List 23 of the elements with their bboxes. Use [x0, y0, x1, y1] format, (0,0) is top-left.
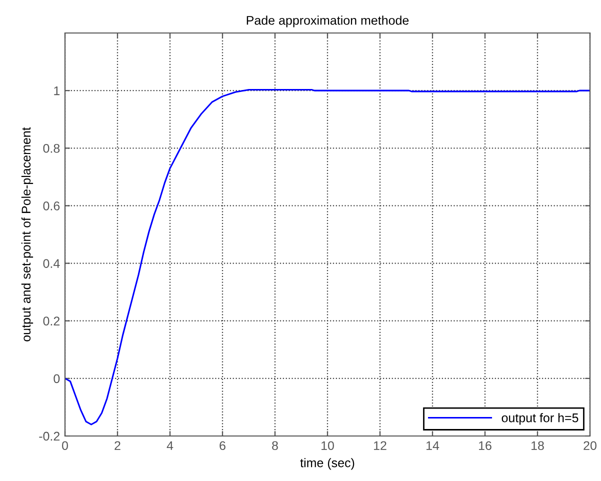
x-tick-label: 0: [62, 441, 68, 450]
y-tick-label: 0.8: [43, 144, 60, 153]
x-tick-label: 12: [374, 441, 386, 450]
x-tick-label: 8: [272, 441, 278, 450]
x-tick-label: 14: [426, 441, 440, 450]
x-tick-label: 16: [479, 441, 492, 450]
x-tick-label: 4: [166, 441, 174, 450]
x-axis-title: time (sec): [300, 458, 354, 470]
y-tick-label: 0.2: [43, 316, 60, 326]
y-axis-title: output and set-point of Pole-placement: [21, 127, 34, 342]
chart-title: Pade approximation methode: [246, 16, 409, 28]
y-tick-label: 0.6: [43, 202, 60, 210]
y-tick-label: -0.2: [39, 432, 60, 441]
x-tick-label: 6: [220, 441, 226, 450]
x-tick-label: 20: [584, 441, 596, 450]
y-tick-label: 0.4: [43, 259, 60, 268]
y-tick-label: 1: [54, 86, 60, 96]
legend-label: output for h=5: [502, 413, 578, 425]
x-tick-label: 18: [532, 441, 544, 450]
y-tick-label: 0: [54, 374, 60, 384]
line-series: [65, 88, 590, 426]
x-tick-label: 10: [322, 441, 334, 450]
x-tick-label: 2: [114, 441, 120, 450]
